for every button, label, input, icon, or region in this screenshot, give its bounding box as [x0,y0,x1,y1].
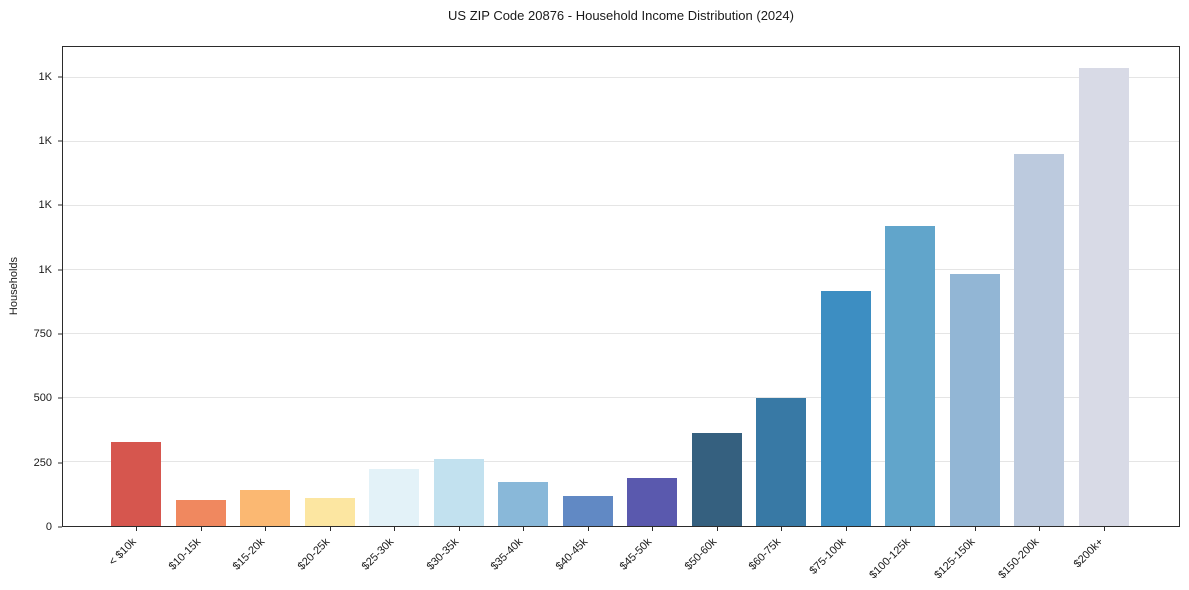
y-tick-mark [58,333,62,335]
x-tick-label: $125-150k [931,536,977,582]
bar [369,469,419,526]
x-tick-mark [200,527,202,531]
y-tick-mark [58,462,62,464]
x-tick-label: $50-60k [682,536,719,573]
x-tick-mark [652,527,653,531]
x-tick-label: $100-125k [867,536,913,582]
y-tick-label: 1K [38,199,52,212]
y-tick-label: 1K [38,263,52,276]
x-tick-mark [523,527,524,531]
y-tick-label: 1K [38,135,52,148]
x-tick-mark [1039,527,1040,531]
bar [562,496,613,526]
bar [175,500,226,526]
y-tick-mark [58,397,62,399]
y-tick-label: 750 [33,328,52,341]
bar [949,273,1000,526]
y-tick-mark [58,269,62,271]
gridline [63,204,1179,206]
y-tick-label: 0 [45,521,52,533]
bar [498,482,548,526]
x-tick-mark [265,527,266,531]
bar [1014,154,1064,526]
x-tick-mark [1103,527,1105,531]
x-tick-mark [845,527,847,531]
x-tick-label: $30-35k [424,536,461,573]
x-tick-mark [974,527,976,531]
bar [756,398,806,526]
x-tick-label: $25-30k [359,536,397,573]
y-tick-mark [58,76,62,78]
y-tick-label: 500 [33,392,52,405]
gridline [63,460,1179,462]
bar [240,490,290,526]
x-tick-label: $75-100k [807,536,848,577]
y-tick-label: 1K [38,70,52,83]
y-tick-label: 250 [33,456,52,469]
x-tick-label: $15-20k [230,536,268,573]
bar [304,498,355,526]
gridline [63,140,1179,142]
bar [627,478,677,526]
bar [433,459,484,526]
gridline [63,396,1179,398]
bar [820,290,871,526]
y-axis-ticks: 0 250 500 750 1K 1K 1K 1K [0,46,62,533]
x-tick-mark [716,527,718,531]
x-tick-mark [910,527,911,531]
y-tick-mark [58,204,62,206]
chart-title: US ZIP Code 20876 - Household Income Dis… [448,8,794,23]
x-tick-label: $40-45k [553,536,590,573]
bar [885,226,935,526]
x-tick-mark [781,527,782,531]
y-tick-mark [58,140,62,142]
plot-area [62,46,1180,527]
gridline [63,76,1179,78]
x-tick-label: < $10k [106,536,139,569]
x-tick-mark [136,527,137,531]
gridline [63,268,1179,270]
bar [691,433,742,526]
x-tick-mark [458,527,460,531]
x-tick-label: $10-15k [166,536,203,573]
x-tick-label: $20-25k [295,536,332,573]
y-tick-mark [58,526,62,528]
gridline [63,332,1179,334]
x-tick-label: $35-40k [488,536,526,573]
x-tick-label: $150-200k [996,536,1042,582]
x-axis-ticks: < $10k $10-15k $15-20k $20-25k $25-30k $30-35… [62,527,1180,587]
x-tick-mark [587,527,589,531]
x-tick-label: $45-50k [617,536,655,573]
x-tick-label: $200k+ [1071,536,1106,571]
bar [1078,67,1129,526]
x-tick-label: $60-75k [746,536,784,573]
x-tick-mark [329,527,331,531]
x-tick-mark [394,527,395,531]
plot-inner [63,47,1179,526]
bar [111,441,161,526]
